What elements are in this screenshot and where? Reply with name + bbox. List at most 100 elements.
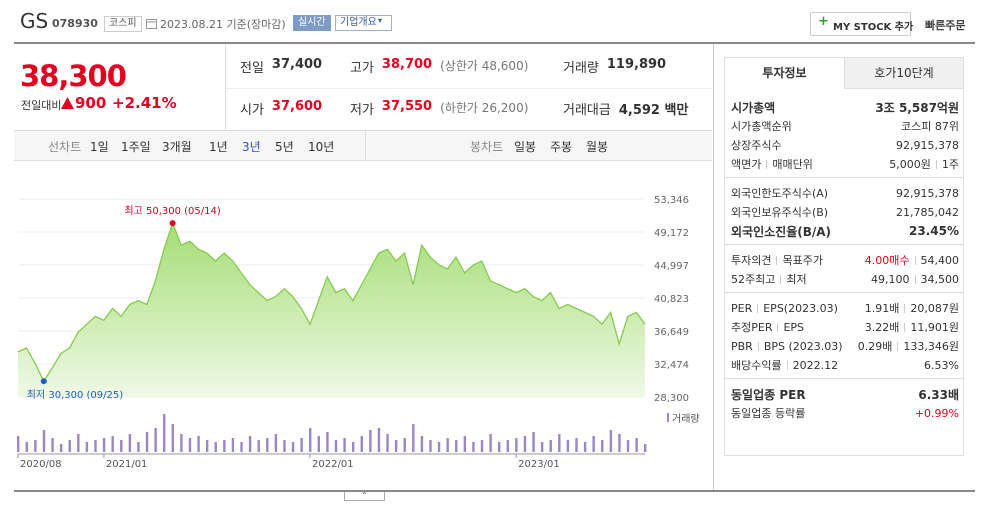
label-part: 매매단위 [772, 158, 813, 171]
y-tick-label: 28,300 [654, 393, 689, 404]
plus-icon: + [818, 14, 829, 29]
period-tab[interactable]: 1년 [209, 140, 228, 154]
value-part: 20,087원 [910, 302, 959, 315]
chart: 28,300 32,474 36,649 40,823 44,997 49,172 53,3… [17, 195, 700, 470]
info-value: +0.99% [915, 407, 959, 420]
volume-bar [377, 428, 381, 452]
summary-row: 전일 37,400 고가 38,700 (상한가 48,600) 거래량 119,890 [226, 46, 712, 86]
calendar-icon [146, 19, 157, 29]
volume-bar [618, 434, 621, 452]
value-part: 5,000원 [889, 158, 931, 171]
value-part: 4.00매수 [864, 254, 910, 267]
info-row: 외국인보유주식수(B) 21,785,042 [731, 203, 959, 221]
high-point [169, 220, 176, 227]
info-label: 동일업종 PER [731, 386, 806, 403]
value-part: 1주 [941, 158, 959, 171]
realtime-badge[interactable]: 실시간 [293, 15, 331, 31]
x-tick-label: 2023/01 [518, 459, 560, 470]
volume-bar [540, 442, 544, 452]
info-label: 시가총액 [731, 99, 775, 116]
info-row: 배당수익률 2022.12 6.53% [731, 356, 959, 374]
label-part: 최저 [786, 273, 807, 286]
side-tab[interactable]: 투자정보 [762, 66, 807, 80]
value: 4,592 백만 [618, 102, 689, 118]
volume-bar [506, 440, 509, 452]
info-row: 투자의견 목표주가 4.00매수 54,400 [731, 251, 959, 269]
change-rate: +2.41% [112, 94, 177, 112]
volume-bar [266, 438, 269, 452]
label: 시가 [240, 102, 264, 118]
low-point [40, 378, 47, 385]
info-row: PBR BPS (2023.03) 0.29배 133,346원 [731, 337, 959, 355]
quick-order[interactable]: 빠른주문 [925, 19, 966, 32]
separator [904, 303, 906, 313]
header-rule [14, 42, 975, 44]
note: (상한가 48,600) [440, 58, 529, 73]
volume-bar [137, 442, 140, 452]
mystock-button[interactable]: MY STOCK 추가 [810, 12, 913, 36]
candle-tab[interactable]: 일봉 [514, 140, 537, 154]
separator [786, 360, 788, 370]
collapse-button[interactable]: ⌃ [344, 492, 385, 501]
volume-bar [163, 414, 166, 452]
volume-bar [248, 436, 252, 452]
label-part: 상장주식수 [731, 139, 782, 152]
value: 37,400 [271, 56, 323, 72]
info-label: 52주최고 최저 [731, 271, 807, 287]
summary-cell: 시가 37,600 [240, 99, 322, 118]
candle-tab[interactable]: 주봉 [550, 140, 573, 154]
period-tab[interactable]: 10년 [308, 140, 335, 154]
volume-bar [309, 428, 312, 452]
period-tab[interactable]: 1주일 [121, 140, 151, 154]
value-part: 34,500 [920, 272, 960, 286]
volume-bar [403, 438, 406, 452]
period-tab[interactable]: 3년 [242, 140, 261, 154]
volume-bar [429, 440, 432, 452]
stock-name: GS [20, 9, 49, 33]
period-tab[interactable]: 3개월 [162, 140, 192, 154]
volume-bar [480, 440, 484, 452]
volume-bar [566, 440, 570, 452]
value-part: 1.91배 [864, 302, 900, 315]
period-tab[interactable]: 5년 [275, 140, 294, 154]
x-tick-label: 2021/01 [106, 459, 148, 470]
summary-cell: 거래량 119,890 [563, 57, 666, 76]
divider [226, 88, 712, 89]
separator [897, 341, 899, 351]
candle-tab[interactable]: 월봉 [586, 140, 609, 154]
volume-bar [231, 438, 235, 452]
summary-row: 시가 37,600 저가 37,550 (하한가 26,200) 거래대금 4,592 백만 [226, 88, 712, 128]
volume-bar [205, 440, 209, 452]
volume-bar [291, 442, 295, 452]
value-part: 21,785,042 [896, 205, 959, 219]
period-tabs: 선차트 1일 1주일 3개월 1년 3년 5년 10년 봉차트 일봉 주봉 월봉 [14, 130, 712, 161]
company-tab[interactable]: 기업개요 [335, 15, 392, 31]
volume-bar [77, 434, 80, 452]
volume-bar [25, 442, 28, 452]
info-row: 액면가 매매단위 5,000원 1주 [731, 155, 959, 173]
info-value: 5,000원 1주 [889, 156, 959, 172]
period-tab[interactable]: 1일 [90, 140, 109, 154]
info-label: 추정PER EPS [731, 319, 804, 335]
divider [713, 44, 714, 491]
label-part: 시가총액순위 [731, 120, 792, 133]
label: 전일 [240, 60, 264, 76]
label-part: 동일업종 PER [731, 387, 806, 402]
info-label: 액면가 매매단위 [731, 156, 813, 172]
invest-info: 투자정보 호가10단계 시가총액 3조 5,587억원 시가총액순위 코스피 87위 상장주… [724, 57, 964, 456]
value-part: 3.22배 [864, 321, 900, 334]
volume-bar [369, 430, 372, 452]
divider [365, 131, 366, 160]
value-part: 54,400 [920, 253, 960, 267]
info-row: 시가총액 3조 5,587억원 [731, 98, 959, 116]
volume-bar [463, 436, 467, 452]
volume-bar [94, 440, 97, 452]
side-tab[interactable]: 호가10단계 [844, 58, 963, 89]
volume-bar [523, 436, 527, 452]
section-rule [725, 244, 963, 245]
info-row: PER EPS(2023.03) 1.91배 20,087원 [731, 299, 959, 317]
label: 고가 [350, 60, 374, 76]
value-part: 133,346원 [903, 340, 959, 353]
value-part: 49,100 [871, 272, 910, 286]
info-value: 6.33배 [918, 386, 959, 403]
